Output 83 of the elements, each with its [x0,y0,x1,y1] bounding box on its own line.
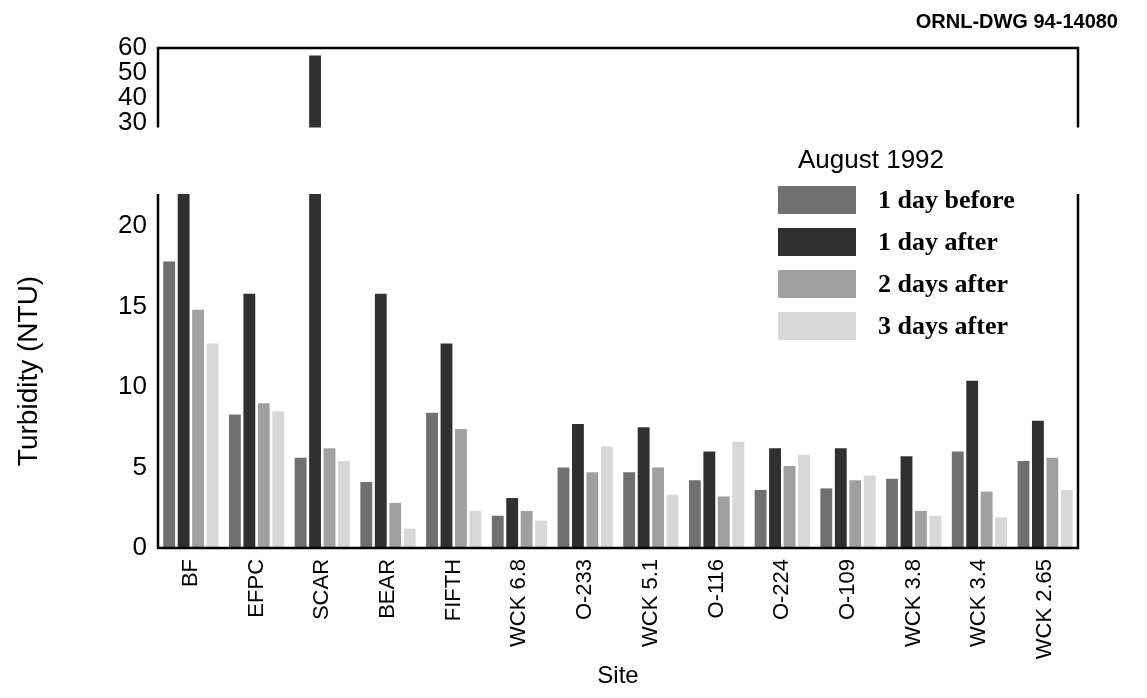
bar [951,451,964,548]
bar [257,403,270,548]
x-tick-label: EFPC [242,558,268,618]
text: ORNL-DWG 94-14080 [915,9,1118,32]
bar [929,515,942,548]
bar [1046,457,1059,548]
legend-label: 3 days after [878,310,1008,340]
bar [586,472,599,548]
x-tick-label: O-116 [702,558,728,619]
bar [688,480,701,548]
y-tick-label: 5 [132,450,147,481]
bar [783,465,796,548]
bar [849,480,862,548]
bar [243,293,256,548]
bar [754,490,767,548]
x-tick-label: FIFTH [439,558,465,622]
bar [732,441,745,548]
bar [491,515,504,548]
bar [455,428,467,548]
bar [228,414,241,548]
bar [886,478,898,548]
bar [469,510,482,548]
x-tick-label: O-109 [834,558,860,621]
bar [294,457,307,548]
bar [323,448,336,548]
y-tick-label: 10 [118,370,147,401]
bar [520,510,533,548]
bar [506,498,519,548]
bar [206,343,219,548]
legend-title: August 1992 [798,144,945,175]
bar [360,481,373,548]
bar [535,520,548,548]
bar [192,309,205,548]
y-tick-label: 0 [132,531,147,562]
x-tick-label: WCK 3.8 [899,558,925,647]
bar [666,494,679,548]
bar [995,517,1008,548]
bar [177,194,190,548]
bar [863,475,876,548]
x-tick-label: BF [176,558,202,588]
bar [623,472,636,548]
legend-label: 2 days after [878,268,1008,298]
y-axis-title: Turbidity (NTU) [11,275,43,467]
bar [966,380,979,548]
x-tick-label: O-224 [768,558,794,621]
x-tick-label: WCK 6.8 [505,558,531,647]
bar [389,502,402,548]
bar [798,454,810,548]
bar [820,488,833,548]
bar [1017,461,1030,548]
bar [571,424,584,548]
bar [557,467,570,548]
bar [1031,420,1044,548]
bar [900,456,913,548]
bar [403,528,416,548]
bar [338,461,350,548]
x-tick-label: WCK 2.65 [1031,558,1057,660]
x-tick-label: SCAR [308,558,334,621]
bar [703,451,716,548]
bar [426,412,438,548]
x-tick-label: BEAR [374,558,400,619]
bar [834,448,847,548]
bar [980,491,993,548]
x-tick-label: WCK 5.1 [636,558,662,647]
y-tick-label: 15 [118,289,147,320]
x-axis-title: Site [597,661,639,689]
bar [769,448,781,548]
x-tick-label: WCK 3.4 [965,558,991,647]
bar [1060,490,1073,548]
bar [915,510,927,548]
bar [374,293,387,548]
x-tick-label: O-233 [571,558,597,621]
legend-label: 1 day after [878,226,998,256]
bar [717,496,730,548]
bar [163,261,176,548]
y-tick-label: 20 [118,209,147,240]
bar [309,194,321,548]
bar [637,427,650,548]
bar [272,411,285,548]
legend-label: 1 day before [878,184,1015,214]
bar [440,343,453,548]
bar [652,467,665,548]
bar [600,446,613,548]
